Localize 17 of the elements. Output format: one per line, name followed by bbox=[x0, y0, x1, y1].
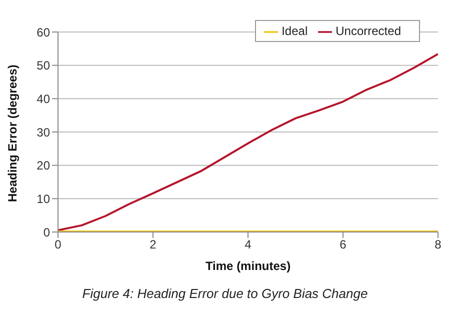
x-tick-label: 6 bbox=[340, 238, 347, 252]
x-axis-title: Time (minutes) bbox=[205, 259, 291, 273]
y-tick-label: 10 bbox=[36, 192, 50, 206]
y-tick-label: 50 bbox=[36, 58, 50, 73]
legend-label: Uncorrected bbox=[336, 24, 401, 38]
y-tick-label: 30 bbox=[36, 125, 50, 140]
x-tick-label: 0 bbox=[54, 238, 62, 252]
y-tick-label: 0 bbox=[43, 225, 50, 240]
legend-label: Ideal bbox=[282, 24, 308, 38]
y-tick-label: 60 bbox=[36, 25, 50, 40]
caption: Figure 4: Heading Error due to Gyro Bias Change bbox=[81, 286, 369, 301]
x-tick-label: 2 bbox=[150, 238, 157, 252]
x-tick-label: 8 bbox=[434, 238, 442, 252]
x-tick-label: 4 bbox=[244, 238, 252, 252]
y-tick-label: 20 bbox=[36, 158, 50, 173]
y-tick-label: 40 bbox=[36, 92, 50, 106]
y-axis-title: Heading Error (degrees) bbox=[5, 64, 20, 202]
